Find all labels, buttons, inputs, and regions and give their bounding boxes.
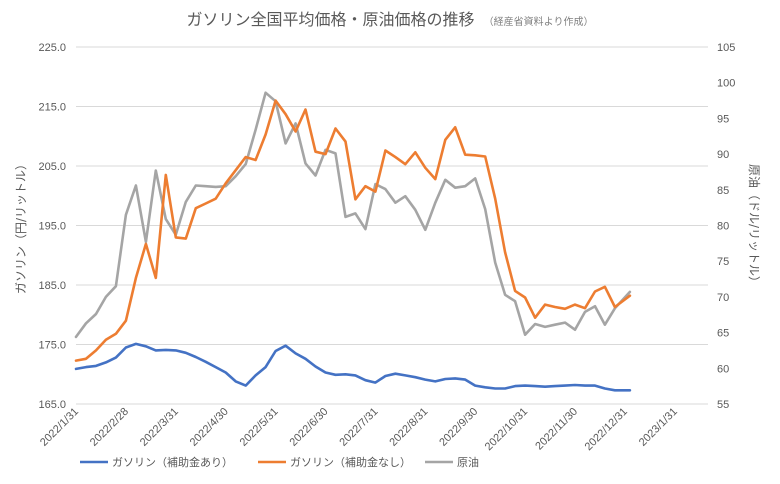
x-tick-label: 2022/3/31: [138, 406, 181, 449]
right-tick-label: 95: [717, 113, 729, 125]
left-tick-label: 215.0: [38, 102, 66, 114]
left-axis-title: ガソリン（円/リットル）: [14, 158, 28, 294]
x-tick-label: 2022/4/30: [188, 406, 231, 449]
left-axis-ticks: 225.0 215.0 205.0 195.0 185.0 175.0 165.0: [38, 42, 66, 411]
chart-title-note: （経産省資料より作成）: [484, 15, 594, 28]
x-tick-label: 2022/5/31: [238, 406, 281, 449]
right-tick-label: 105: [717, 42, 735, 54]
right-tick-label: 70: [717, 292, 729, 304]
x-axis-ticks: 2022/1/31 2022/2/28 2022/3/31 2022/4/30 2022…: [38, 406, 680, 453]
chart-title: ガソリン全国平均価格・原油価格の推移 （経産省資料より作成）: [187, 10, 594, 29]
right-tick-label: 65: [717, 328, 729, 340]
left-tick-label: 195.0: [38, 221, 66, 233]
x-tick-label: 2022/1/31: [38, 406, 81, 449]
left-tick-label: 175.0: [38, 340, 66, 352]
series-lines: [74, 91, 632, 392]
left-tick-label: 225.0: [38, 42, 66, 54]
x-tick-label: 2022/11/30: [533, 406, 580, 453]
legend: ガソリン（補助金あり） ガソリン（補助金なし） 原油: [80, 455, 479, 469]
right-tick-label: 75: [717, 256, 729, 268]
right-tick-label: 100: [717, 78, 735, 90]
right-axis-ticks: 105 100 95 90 85 80 75 70 65 60 55: [717, 42, 735, 411]
x-tick-label: 2022/9/30: [437, 406, 480, 449]
x-tick-label: 2022/2/28: [88, 406, 131, 449]
x-tick-label: 2022/10/31: [483, 406, 530, 453]
x-tick-label: 2022/6/30: [288, 406, 331, 449]
right-tick-label: 90: [717, 149, 729, 161]
x-tick-label: 2023/1/31: [637, 406, 680, 449]
series-line-0: [74, 342, 632, 392]
right-axis-title: 原油（ドル/リットル）: [747, 164, 761, 288]
series-line-2: [74, 91, 632, 339]
gridlines: [76, 46, 708, 405]
right-tick-label: 80: [717, 221, 729, 233]
left-tick-label: 165.0: [38, 399, 66, 411]
legend-label-0: ガソリン（補助金あり）: [112, 455, 233, 469]
x-tick-label: 2022/8/31: [387, 406, 430, 449]
legend-label-1: ガソリン（補助金なし）: [290, 455, 411, 469]
legend-label-2: 原油: [457, 455, 479, 469]
series-line-1: [74, 99, 632, 362]
left-tick-label: 185.0: [38, 280, 66, 292]
right-tick-label: 60: [717, 363, 729, 375]
x-tick-label: 2022/12/31: [583, 406, 630, 453]
right-tick-label: 85: [717, 185, 729, 197]
x-tick-label: 2022/7/31: [337, 406, 380, 449]
left-tick-label: 205.0: [38, 161, 66, 173]
right-tick-label: 55: [717, 399, 729, 411]
chart-title-main: ガソリン全国平均価格・原油価格の推移: [187, 10, 475, 29]
